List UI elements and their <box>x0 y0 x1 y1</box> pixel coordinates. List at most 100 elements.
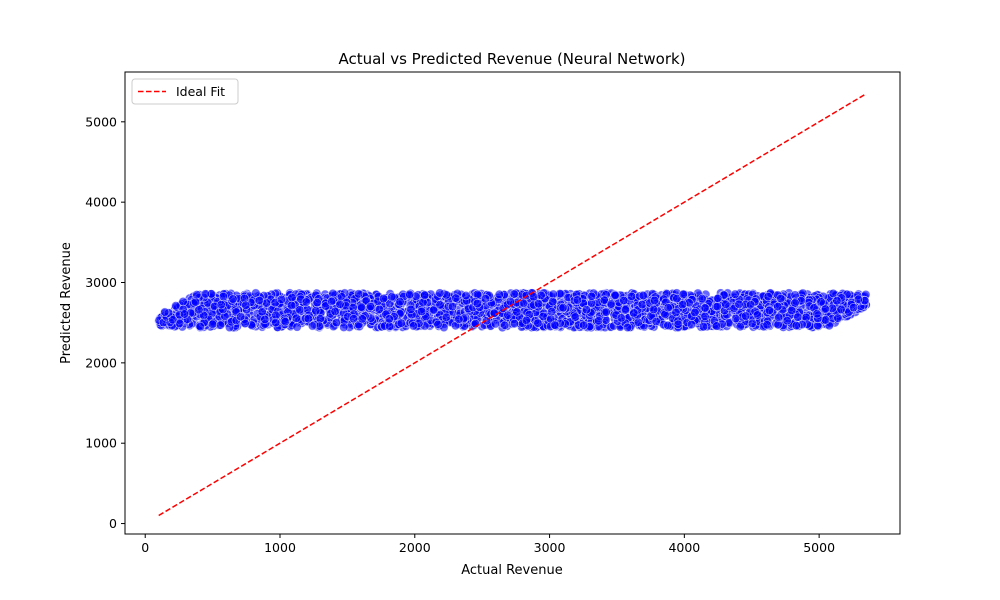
scatter-point <box>254 295 264 306</box>
scatter-point <box>730 289 740 299</box>
scatter-point <box>396 318 406 328</box>
scatter-point <box>480 294 491 304</box>
scatter-point <box>638 291 648 301</box>
scatter-point <box>712 302 722 312</box>
scatter-point <box>500 320 510 330</box>
scatter-point <box>241 300 251 310</box>
scatter-point <box>451 293 461 303</box>
scatter-point <box>276 294 287 305</box>
scatter-point <box>509 319 520 329</box>
scatter-point <box>820 304 831 314</box>
scatter-point <box>433 319 443 330</box>
scatter-point <box>490 319 501 329</box>
scatter-point <box>384 314 394 324</box>
scatter-point <box>461 291 471 301</box>
scatter-point <box>663 320 673 331</box>
scatter-point <box>441 312 451 322</box>
scatter-point <box>713 293 723 304</box>
scatter-point <box>671 307 681 318</box>
scatter-point <box>787 305 797 316</box>
ideal-fit-line <box>158 93 867 517</box>
scatter-point <box>793 312 803 322</box>
points-layer <box>154 288 871 333</box>
y-tick-label: 2000 <box>85 355 117 370</box>
legend-ideal-fit-label: Ideal Fit <box>176 84 225 99</box>
scatter-point <box>257 307 267 317</box>
scatter-point <box>395 297 405 307</box>
scatter-point <box>700 311 710 322</box>
ideal-fit-layer <box>158 93 867 517</box>
scatter-point <box>752 310 763 320</box>
x-axis-label: Actual Revenue <box>461 563 562 578</box>
scatter-point <box>429 305 439 315</box>
scatter-point <box>307 321 318 331</box>
chart-title: Actual vs Predicted Revenue (Neural Netw… <box>338 50 685 68</box>
scatter-point <box>292 322 302 332</box>
scatter-point <box>593 316 604 326</box>
y-tick-label: 3000 <box>85 275 117 290</box>
scatter-point <box>721 299 731 309</box>
legend-box <box>131 78 239 105</box>
scatter-point <box>301 297 311 307</box>
scatter-point <box>697 294 707 304</box>
scatter-point <box>406 304 416 315</box>
scatter-point <box>735 322 745 332</box>
legend: Ideal Fit <box>131 78 239 105</box>
scatter-point <box>848 303 859 313</box>
x-axis: 0 1000 2000 3000 4000 5000 <box>141 534 835 555</box>
scatter-point <box>606 299 616 309</box>
scatter-point <box>160 307 170 317</box>
scatter-point <box>558 303 568 313</box>
scatter-point <box>357 314 367 324</box>
y-tick-label: 0 <box>109 516 117 531</box>
scatter-point <box>216 300 226 310</box>
scatter-point <box>356 302 367 312</box>
scatter-point <box>622 322 633 333</box>
scatter-point <box>194 305 204 315</box>
scatter-point <box>179 309 190 319</box>
scatter-point <box>601 307 611 317</box>
scatter-point <box>620 305 631 315</box>
scatter-point <box>435 288 445 298</box>
scatter-point <box>853 294 864 304</box>
scatter-point <box>746 300 756 310</box>
scatter-point <box>626 291 637 302</box>
scatter-point <box>711 321 722 331</box>
scatter-point <box>698 322 709 332</box>
x-tick-label: 0 <box>141 540 149 555</box>
scatter-point <box>521 315 532 326</box>
x-tick-label: 4000 <box>668 540 700 555</box>
scatter-point <box>312 298 322 308</box>
y-tick-label: 4000 <box>85 195 117 210</box>
scatter-point <box>215 320 225 330</box>
scatter-point <box>836 304 846 315</box>
scatter-point <box>782 316 792 326</box>
scatter-point <box>405 289 415 300</box>
scatter-point <box>295 305 305 315</box>
scatter-point <box>764 305 775 316</box>
scatter-point <box>629 308 639 318</box>
scatter-point <box>195 321 205 332</box>
scatter-point <box>447 302 458 312</box>
scatter-point <box>171 301 181 311</box>
scatter-point <box>168 315 178 325</box>
scatter-point <box>616 313 626 323</box>
scatter-point <box>208 319 218 329</box>
scatter-point <box>832 296 842 306</box>
scatter-point <box>548 297 558 307</box>
scatter-point <box>339 322 349 332</box>
scatter-point <box>494 289 505 300</box>
scatter-point <box>192 290 202 300</box>
scatter-point <box>649 304 659 315</box>
scatter-point <box>287 292 297 303</box>
scatter-point <box>472 299 483 309</box>
scatter-point <box>408 321 419 331</box>
scatter-point <box>280 317 290 327</box>
scatter-point <box>509 289 519 299</box>
scatter-point <box>610 290 620 301</box>
scatter-point <box>762 320 772 330</box>
scatter-point <box>651 316 661 327</box>
scatter-point <box>633 317 643 327</box>
scatter-point <box>734 299 744 309</box>
